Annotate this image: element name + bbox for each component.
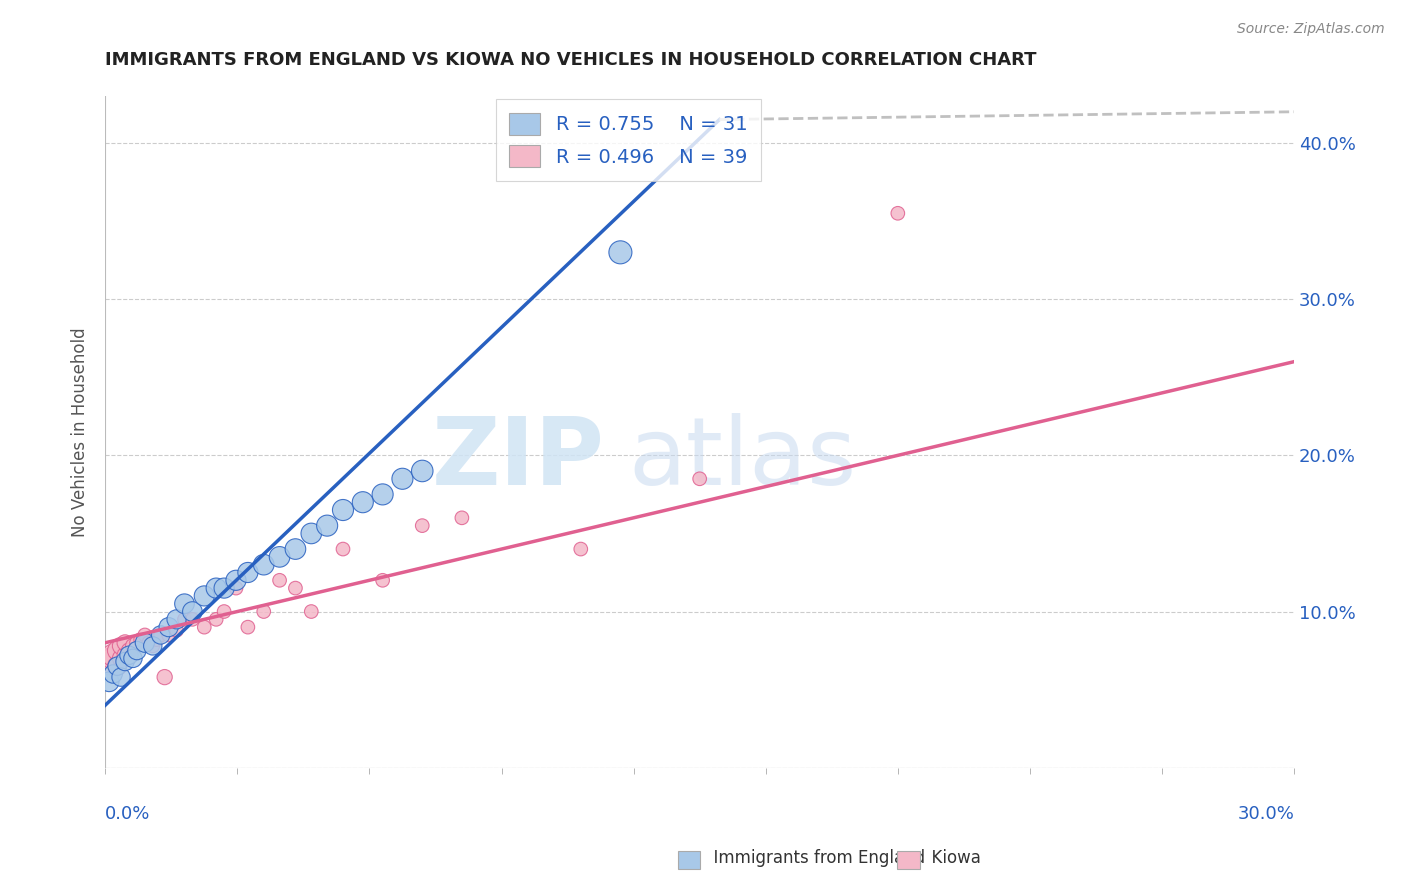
Point (98, 655, 121, 669)
Point (236, 566, 259, 580)
Point (253, 558, 276, 572)
Point (153, 670, 176, 684)
Point (114, 655, 136, 669)
Point (352, 495, 374, 509)
Point (105, 643, 128, 657)
Point (332, 542, 354, 557)
Point (118, 643, 141, 657)
Point (157, 628, 180, 642)
Text: ZIP: ZIP (432, 413, 605, 505)
Point (316, 518, 339, 533)
Point (138, 636, 160, 650)
Point (110, 639, 132, 653)
Point (129, 632, 152, 647)
Text: atlas: atlas (628, 413, 856, 505)
Point (451, 511, 474, 525)
Point (371, 487, 394, 501)
Point (166, 624, 188, 638)
Point (332, 503, 354, 517)
Point (411, 464, 433, 478)
Point (149, 628, 172, 642)
Point (173, 612, 195, 626)
Point (284, 581, 307, 595)
Point (212, 581, 235, 595)
Point (98, 674, 121, 689)
Point (193, 620, 215, 634)
Point (134, 636, 156, 650)
Point (225, 574, 247, 588)
Point (101, 651, 124, 665)
Point (193, 589, 215, 603)
Point (125, 636, 148, 650)
Point (689, 472, 711, 486)
Point (105, 659, 128, 673)
Point (411, 518, 433, 533)
Point (212, 605, 235, 619)
Point (181, 605, 204, 619)
Point (371, 574, 394, 588)
Legend: R = 0.755    N = 31, R = 0.496    N = 39: R = 0.755 N = 31, R = 0.496 N = 39 (495, 99, 761, 181)
Point (122, 651, 145, 665)
Point (269, 549, 291, 564)
Point (110, 670, 132, 684)
Point (134, 628, 156, 642)
Point (173, 597, 195, 611)
Point (142, 639, 165, 653)
Point (166, 612, 188, 626)
Text: 30.0%: 30.0% (1237, 805, 1294, 822)
Point (391, 472, 413, 486)
Point (149, 628, 172, 642)
Point (299, 526, 322, 541)
Point (105, 659, 128, 673)
Point (110, 651, 132, 665)
Point (887, 206, 910, 220)
Point (114, 648, 136, 663)
Point (299, 605, 322, 619)
Point (236, 620, 259, 634)
Point (118, 648, 141, 663)
Text: Kiowa: Kiowa (921, 849, 981, 867)
Point (225, 581, 247, 595)
Point (145, 632, 167, 647)
Text: IMMIGRANTS FROM ENGLAND VS KIOWA NO VEHICLES IN HOUSEHOLD CORRELATION CHART: IMMIGRANTS FROM ENGLAND VS KIOWA NO VEHI… (105, 52, 1036, 70)
Text: Source: ZipAtlas.com: Source: ZipAtlas.com (1237, 22, 1385, 37)
Point (253, 605, 276, 619)
Text: Immigrants from England: Immigrants from England (703, 849, 925, 867)
Point (181, 612, 204, 626)
Point (122, 639, 145, 653)
Point (269, 574, 291, 588)
Point (125, 643, 148, 657)
Point (101, 667, 124, 681)
Point (101, 648, 124, 663)
Point (205, 612, 228, 626)
Text: 0.0%: 0.0% (105, 805, 150, 822)
Point (205, 581, 228, 595)
Point (142, 639, 165, 653)
Point (609, 245, 631, 260)
Point (157, 620, 180, 634)
Point (114, 636, 136, 650)
Point (284, 542, 307, 557)
Point (569, 542, 592, 557)
Y-axis label: No Vehicles in Household: No Vehicles in Household (72, 327, 89, 537)
